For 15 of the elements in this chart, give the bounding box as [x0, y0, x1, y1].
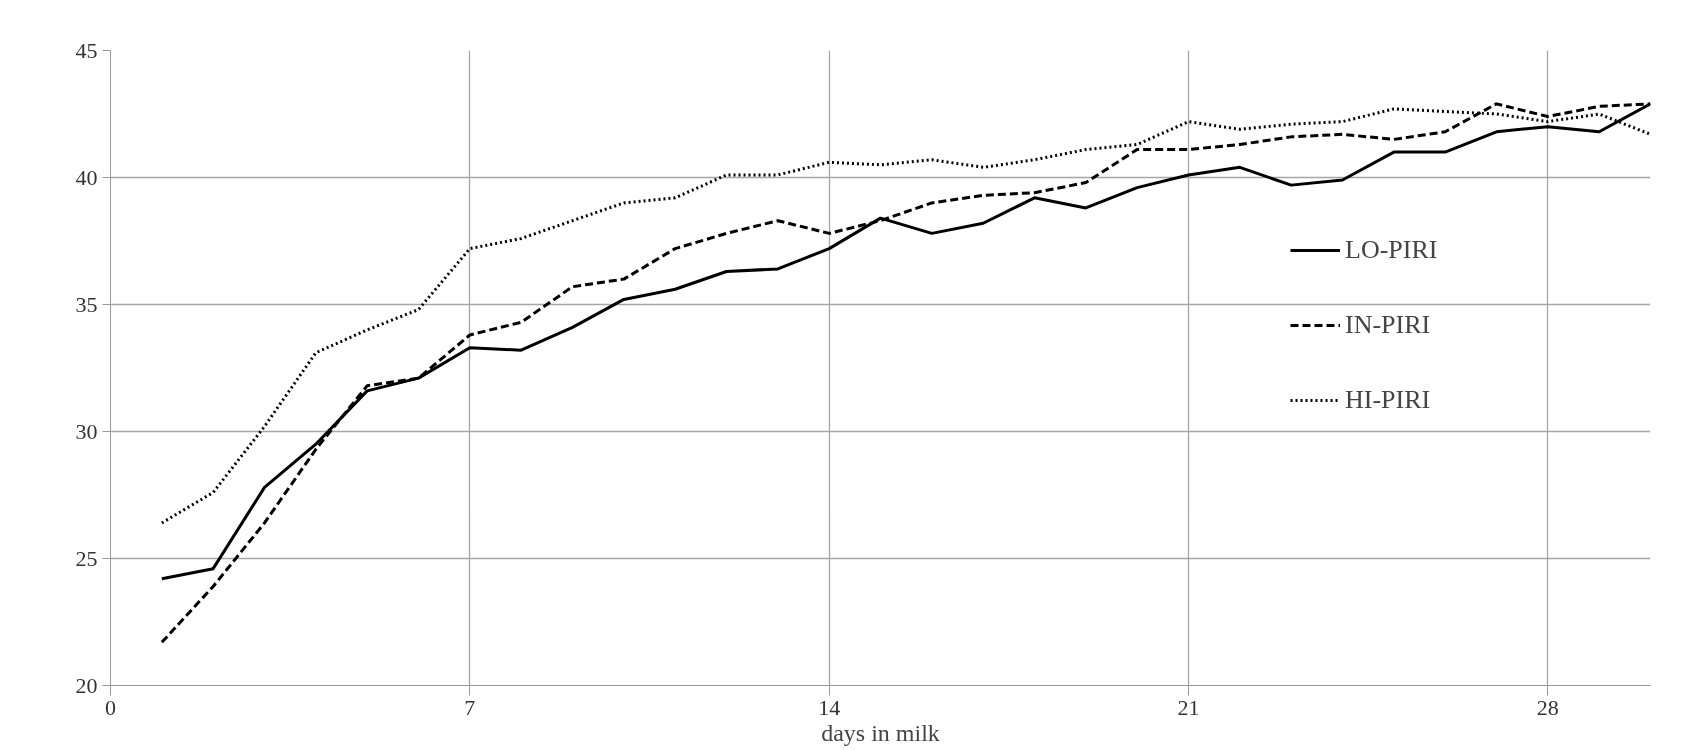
legend-label: IN-PIRI	[1345, 310, 1431, 340]
x-axis-title: days in milk	[821, 719, 940, 746]
y-tick-label: 45	[75, 37, 98, 63]
x-tick-label: 7	[464, 694, 476, 720]
x-tick-label: 14	[818, 694, 841, 720]
x-tick-label: 21	[1177, 694, 1200, 720]
legend-label: LO-PIRI	[1345, 235, 1438, 265]
y-tick-label: 35	[75, 291, 98, 317]
y-tick-label: 20	[75, 672, 98, 698]
y-tick-label: 25	[75, 545, 98, 571]
y-tick-label: 30	[75, 418, 98, 444]
y-tick-label: 40	[75, 164, 98, 190]
x-tick-label: 28	[1536, 694, 1559, 720]
legend-label: HI-PIRI	[1345, 385, 1431, 415]
x-tick-label: 0	[105, 694, 116, 720]
